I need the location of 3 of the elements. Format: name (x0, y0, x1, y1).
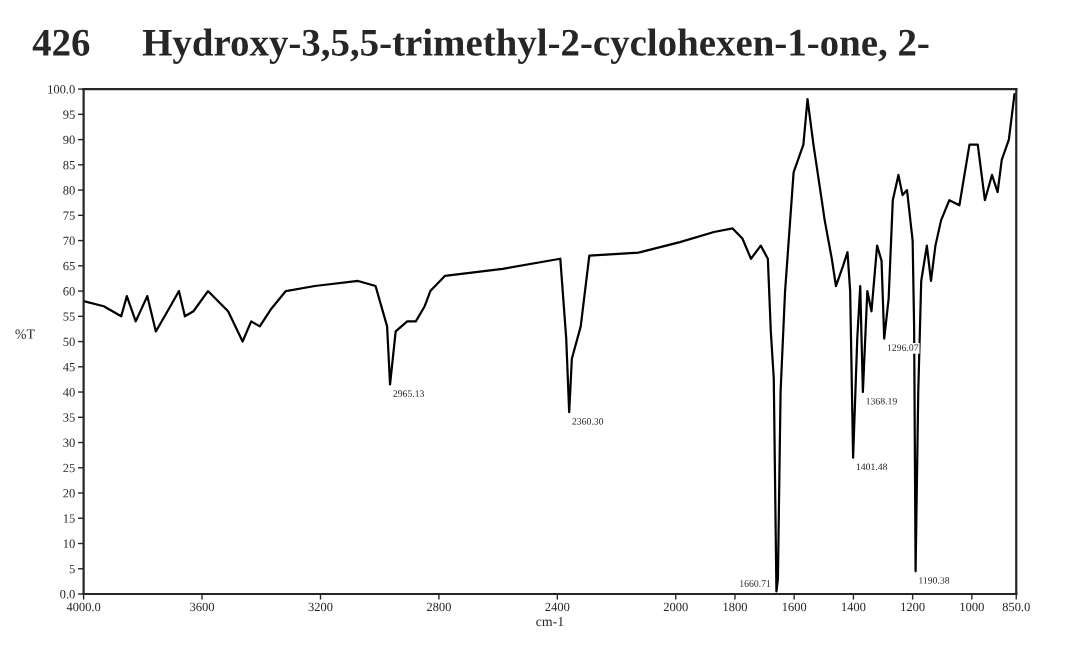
chart-title: Hydroxy-3,5,5-trimethyl-2-cyclohexen-1-one, 2- (142, 28, 929, 64)
line-series (83, 93, 1016, 593)
text: 426 (32, 29, 90, 56)
